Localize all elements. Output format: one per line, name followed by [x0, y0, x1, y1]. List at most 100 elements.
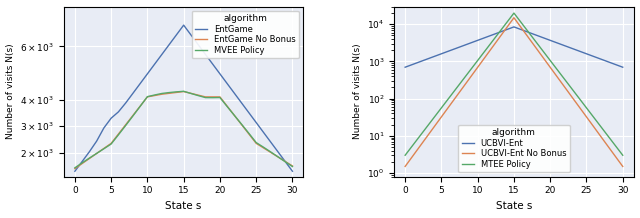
UCBVI-Ent: [408, 63, 416, 66]
EntGame No Bonus: [180, 90, 188, 93]
MTEE Policy: [416, 135, 424, 138]
EntGame: [282, 160, 289, 163]
X-axis label: State s: State s: [166, 201, 202, 211]
EntGame: [108, 117, 115, 119]
UCBVI-Ent: [619, 66, 627, 68]
MTEE Policy: [495, 31, 503, 33]
UCBVI-Ent No Bonus: [445, 106, 452, 108]
MVEE Policy: [282, 160, 289, 163]
UCBVI-Ent: [597, 58, 605, 60]
EntGame: [230, 92, 238, 95]
UCBVI-Ent: [510, 26, 518, 28]
EntGame: [195, 43, 202, 46]
UCBVI-Ent: [481, 36, 489, 39]
MVEE Policy: [136, 105, 144, 108]
UCBVI-Ent No Bonus: [612, 155, 620, 158]
MVEE Policy: [165, 91, 173, 94]
UCBVI-Ent No Bonus: [408, 155, 416, 158]
UCBVI-Ent: [467, 42, 474, 44]
MTEE Policy: [590, 116, 598, 119]
EntGame No Bonus: [216, 95, 224, 98]
MTEE Policy: [568, 88, 576, 90]
MTEE Policy: [481, 50, 489, 52]
UCBVI-Ent: [416, 61, 424, 63]
UCBVI-Ent No Bonus: [597, 135, 605, 138]
EntGame: [173, 34, 180, 36]
EntGame No Bonus: [202, 95, 209, 98]
UCBVI-Ent No Bonus: [423, 135, 431, 138]
Legend: UCBVI-Ent, UCBVI-Ent No Bonus, MTEE Policy: UCBVI-Ent, UCBVI-Ent No Bonus, MTEE Poli…: [458, 125, 570, 172]
UCBVI-Ent No Bonus: [582, 116, 590, 118]
EntGame No Bonus: [195, 94, 202, 96]
UCBVI-Ent: [554, 42, 561, 44]
MVEE Policy: [252, 141, 260, 144]
UCBVI-Ent: [517, 28, 525, 31]
MTEE Policy: [503, 21, 511, 24]
MTEE Policy: [619, 154, 627, 157]
UCBVI-Ent No Bonus: [604, 145, 612, 148]
EntGame: [267, 141, 275, 143]
UCBVI-Ent No Bonus: [590, 126, 598, 128]
EntGame No Bonus: [78, 162, 86, 165]
Line: EntGame: EntGame: [75, 25, 292, 171]
MVEE Policy: [289, 165, 296, 168]
UCBVI-Ent No Bonus: [416, 145, 424, 148]
UCBVI-Ent: [612, 63, 620, 66]
UCBVI-Ent No Bonus: [554, 76, 561, 78]
EntGame No Bonus: [93, 152, 100, 155]
EntGame No Bonus: [122, 123, 129, 126]
MTEE Policy: [445, 97, 452, 100]
UCBVI-Ent: [590, 55, 598, 58]
EntGame: [260, 131, 268, 134]
EntGame No Bonus: [187, 92, 195, 95]
MVEE Policy: [223, 105, 231, 108]
EntGame No Bonus: [223, 105, 231, 107]
MVEE Policy: [274, 155, 282, 158]
MVEE Policy: [71, 167, 79, 169]
EntGame: [100, 127, 108, 129]
MVEE Policy: [238, 123, 246, 126]
EntGame: [122, 102, 129, 104]
MTEE Policy: [597, 126, 605, 128]
MTEE Policy: [517, 21, 525, 24]
UCBVI-Ent No Bonus: [401, 165, 409, 168]
EntGame No Bonus: [260, 146, 268, 149]
UCBVI-Ent No Bonus: [495, 36, 503, 39]
UCBVI-Ent No Bonus: [539, 56, 547, 59]
EntGame No Bonus: [115, 133, 122, 135]
MVEE Policy: [151, 94, 159, 96]
EntGame No Bonus: [71, 167, 79, 170]
UCBVI-Ent No Bonus: [532, 46, 540, 49]
MVEE Policy: [195, 94, 202, 97]
UCBVI-Ent No Bonus: [568, 96, 576, 98]
MTEE Policy: [582, 107, 590, 109]
EntGame: [158, 53, 166, 56]
MTEE Policy: [467, 69, 474, 71]
EntGame: [151, 63, 159, 65]
MTEE Policy: [525, 31, 532, 33]
UCBVI-Ent: [430, 55, 438, 58]
EntGame No Bonus: [165, 92, 173, 95]
EntGame: [86, 150, 93, 153]
EntGame: [252, 121, 260, 124]
EntGame: [129, 92, 137, 95]
MTEE Policy: [460, 78, 467, 81]
MTEE Policy: [554, 69, 561, 71]
UCBVI-Ent: [488, 34, 496, 36]
UCBVI-Ent No Bonus: [619, 165, 627, 168]
EntGame: [216, 73, 224, 75]
EntGame: [136, 82, 144, 85]
MTEE Policy: [547, 59, 554, 62]
UCBVI-Ent: [532, 34, 540, 36]
MTEE Policy: [510, 12, 518, 14]
EntGame No Bonus: [129, 114, 137, 117]
MVEE Policy: [230, 114, 238, 117]
MVEE Policy: [267, 151, 275, 153]
UCBVI-Ent: [460, 44, 467, 47]
MTEE Policy: [408, 145, 416, 147]
MVEE Policy: [202, 96, 209, 99]
MVEE Policy: [115, 134, 122, 136]
EntGame: [187, 34, 195, 36]
EntGame No Bonus: [173, 91, 180, 94]
UCBVI-Ent No Bonus: [575, 106, 583, 108]
